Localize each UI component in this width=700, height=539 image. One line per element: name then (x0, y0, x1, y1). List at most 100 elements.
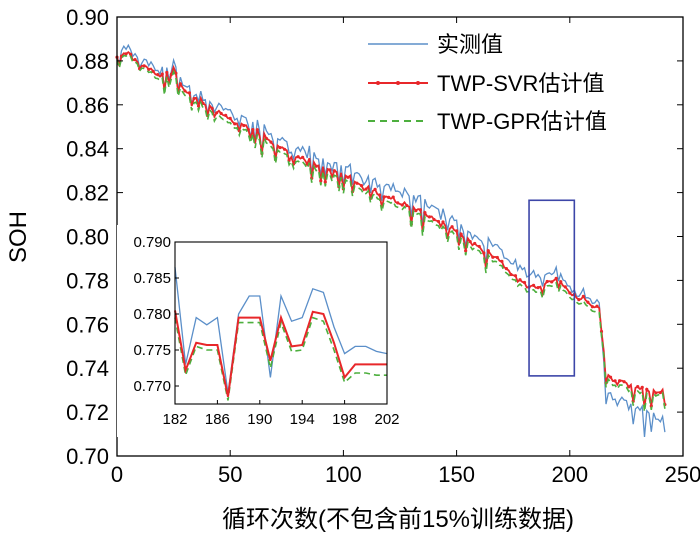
svr-marker (400, 203, 404, 207)
svr-marker (174, 71, 178, 75)
y-tick-label: 0.88 (66, 49, 109, 74)
svr-marker (296, 155, 300, 159)
svr-marker (219, 111, 223, 116)
svr-marker (282, 147, 287, 151)
svr-marker (491, 255, 495, 259)
y-axis-label: SOH (5, 211, 32, 263)
svr-marker (192, 96, 196, 101)
svr-marker (504, 267, 509, 271)
svr-marker (645, 387, 649, 391)
legend-marker (416, 81, 420, 85)
svr-marker (160, 72, 164, 76)
svr-marker (464, 249, 468, 253)
svr-marker (554, 276, 558, 280)
svr-marker (482, 251, 486, 255)
y-tick-label: 0.70 (66, 444, 109, 469)
x-tick-label: 200 (551, 462, 588, 487)
inset-background (117, 225, 400, 437)
x-tick-label: 50 (218, 462, 242, 487)
svr-marker (450, 225, 454, 229)
legend-label-3: TWP-GPR估计值 (437, 109, 607, 134)
svr-marker (586, 300, 590, 304)
svr-marker (269, 140, 273, 144)
svr-marker (658, 390, 662, 395)
svr-marker (559, 280, 563, 284)
svr-marker (133, 57, 137, 62)
y-tick-label: 0.82 (66, 181, 109, 206)
svr-marker (323, 180, 327, 184)
legend-label-1: 实测值 (437, 32, 503, 57)
y-tick-label: 0.78 (66, 268, 109, 293)
x-tick-label: 0 (111, 462, 123, 487)
svr-marker (545, 279, 549, 284)
svr-marker (414, 209, 418, 213)
inset-plot: 182 186 190 194 198 202 0.770 0.775 0.780 0.785 0.… (117, 225, 400, 437)
svr-marker (246, 127, 250, 132)
svr-marker (373, 187, 377, 191)
svr-marker (459, 232, 463, 236)
svr-marker (382, 195, 386, 199)
svr-marker (224, 113, 228, 117)
svr-marker (441, 220, 445, 224)
svr-marker (595, 304, 599, 308)
x-tick-label: 250 (665, 462, 700, 487)
svr-marker (608, 375, 613, 379)
svr-marker (233, 122, 237, 126)
svr-marker (314, 164, 318, 168)
svr-marker (468, 239, 472, 244)
svr-marker (378, 193, 382, 197)
inset-series (174, 267, 388, 401)
svr-marker (187, 91, 192, 95)
svr-marker (581, 294, 585, 298)
legend-marker (376, 81, 380, 85)
x-tick-label: 100 (325, 462, 362, 487)
svr-marker (278, 145, 282, 150)
svr-marker (319, 179, 323, 183)
svr-marker (165, 70, 169, 75)
svr-marker (332, 169, 336, 173)
y-tick-label: 0.74 (66, 356, 109, 381)
inset-x-tick-label: 186 (205, 411, 230, 428)
inset-line-svr (174, 310, 387, 398)
svr-marker (396, 201, 400, 205)
svr-marker (178, 82, 182, 86)
svr-marker (328, 168, 332, 172)
svr-marker (536, 286, 540, 290)
inset-x-tick-label: 182 (162, 411, 187, 428)
legend: 实测值 TWP-SVR估计值 TWP-GPR估计值 (368, 32, 607, 134)
svr-marker (455, 229, 459, 233)
svr-marker (147, 67, 151, 71)
y-tick-label: 0.90 (66, 5, 109, 30)
svr-marker (251, 128, 255, 132)
svr-marker (359, 184, 364, 188)
inset-y-tick-label: 0.780 (133, 306, 171, 323)
inset-y-tick-label: 0.770 (133, 378, 171, 395)
y-tick-label: 0.76 (66, 312, 109, 337)
svr-marker (391, 195, 395, 199)
svr-marker (518, 278, 522, 282)
y-tick-label: 0.86 (66, 93, 109, 118)
svr-marker (427, 215, 432, 219)
svr-marker (255, 128, 259, 132)
legend-label-2: TWP-SVR估计值 (437, 71, 604, 96)
svr-marker (405, 203, 409, 208)
svr-marker (242, 123, 246, 128)
highlight-box (528, 199, 576, 377)
svr-marker (418, 208, 422, 212)
svr-marker (500, 259, 504, 263)
inset-x-tick-label: 194 (290, 411, 315, 428)
inset-x-tick-label: 190 (247, 411, 272, 428)
svr-marker (522, 280, 527, 285)
svr-marker (590, 305, 595, 309)
svr-marker (613, 379, 617, 383)
svr-marker (640, 385, 644, 389)
svr-marker (142, 64, 146, 68)
svr-marker (215, 111, 219, 115)
svr-marker (513, 274, 518, 278)
svr-marker (183, 89, 187, 93)
inset-x-tick-label: 198 (332, 411, 357, 428)
svr-marker (228, 116, 232, 120)
inset-x-tick-label: 202 (374, 411, 399, 428)
y-tick-label: 0.84 (66, 137, 109, 162)
